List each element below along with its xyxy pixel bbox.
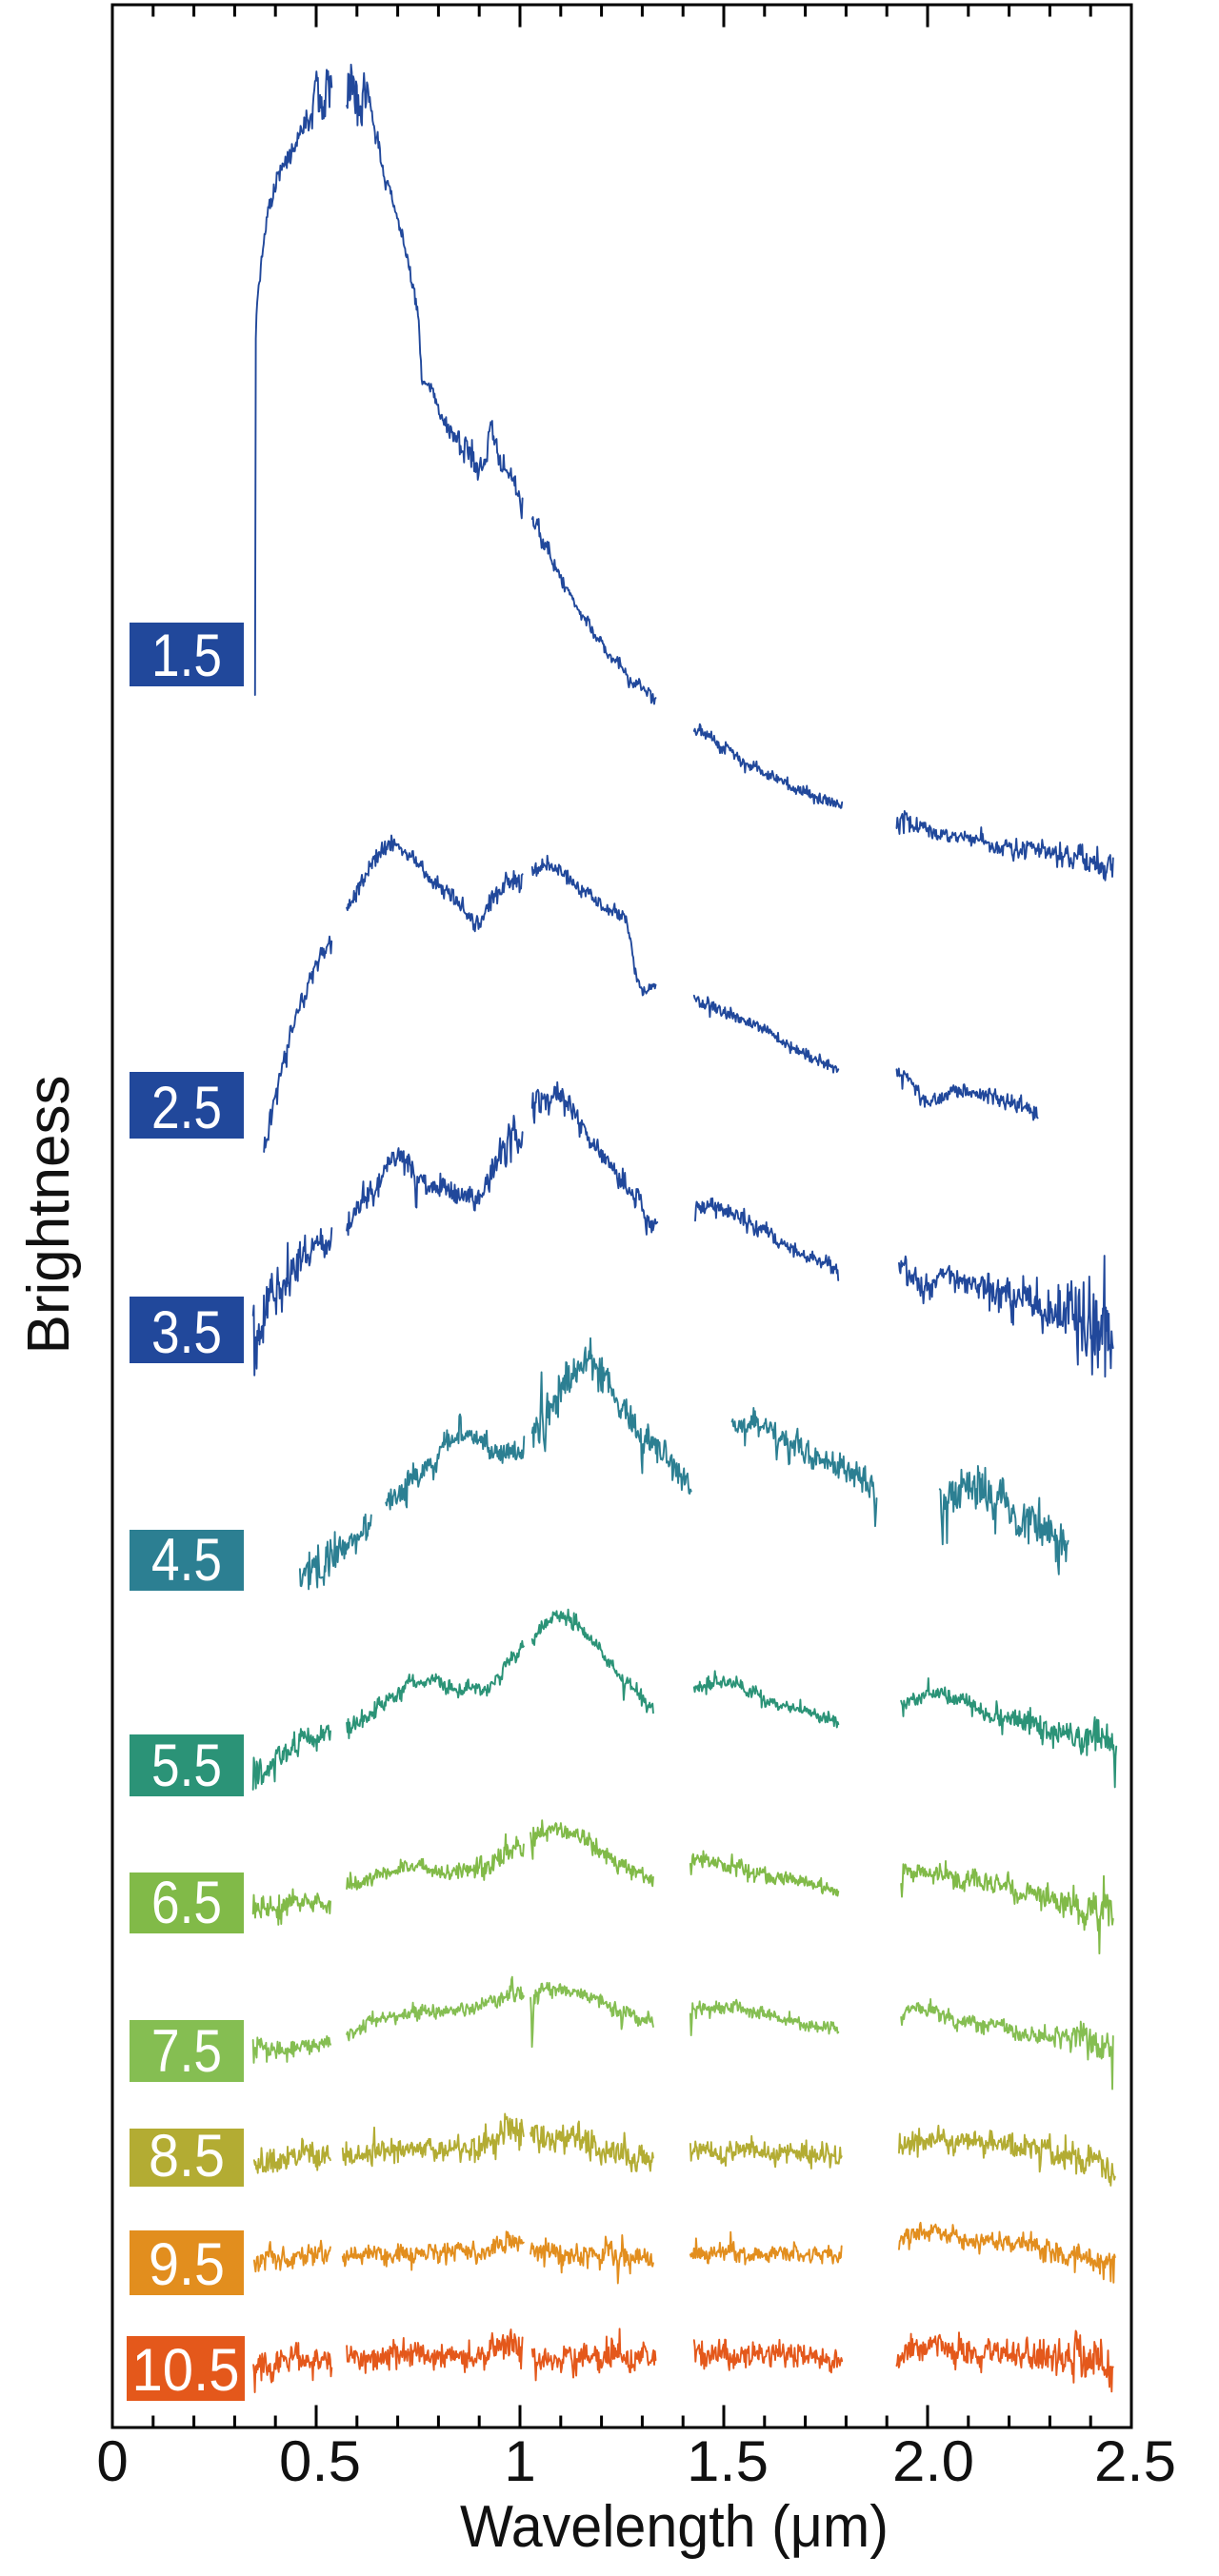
svg-text:2.5: 2.5 xyxy=(1094,2429,1176,2493)
svg-text:8.5: 8.5 xyxy=(149,2123,225,2190)
svg-text:1.5: 1.5 xyxy=(687,2429,769,2493)
svg-text:4.5: 4.5 xyxy=(151,1527,222,1594)
svg-text:1.5: 1.5 xyxy=(151,623,222,689)
svg-text:2.5: 2.5 xyxy=(151,1075,222,1141)
svg-text:5.5: 5.5 xyxy=(151,1733,222,1799)
svg-text:2.0: 2.0 xyxy=(892,2429,974,2493)
svg-text:0: 0 xyxy=(96,2429,128,2493)
svg-text:6.5: 6.5 xyxy=(151,1870,222,1936)
svg-text:3.5: 3.5 xyxy=(151,1299,222,1366)
svg-text:7.5: 7.5 xyxy=(151,2018,222,2085)
svg-text:0.5: 0.5 xyxy=(279,2429,361,2493)
svg-text:1: 1 xyxy=(504,2429,535,2493)
svg-text:9.5: 9.5 xyxy=(149,2231,225,2298)
svg-text:Brightness: Brightness xyxy=(16,1076,82,1355)
svg-text:10.5: 10.5 xyxy=(132,2337,240,2404)
svg-text:Wavelength (μm): Wavelength (μm) xyxy=(460,2494,889,2560)
